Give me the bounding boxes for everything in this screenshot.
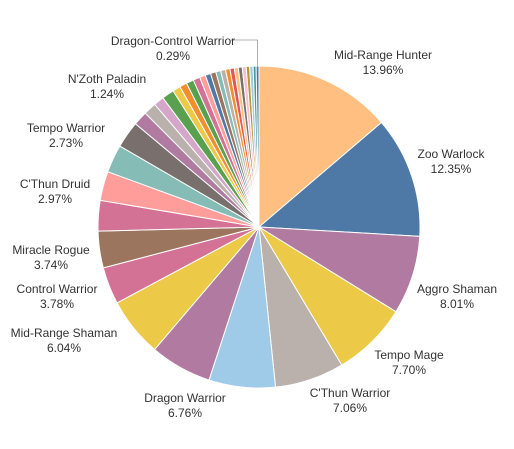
slice-label: N'Zoth Paladin 1.24%: [68, 72, 146, 101]
slice-label: Mid-Range Shaman 6.04%: [11, 326, 118, 355]
slice-label: Mid-Range Hunter 13.96%: [334, 48, 432, 77]
slice-label: Aggro Shaman 8.01%: [417, 282, 497, 311]
slice-labels: Mid-Range Hunter 13.96% Zoo Warlock 12.35% A…: [11, 34, 497, 420]
pie-slice-zoo-warlock[interactable]: [257, 121, 421, 237]
slice-label: Zoo Warlock 12.35%: [418, 147, 486, 176]
pie-slice-mid-range-hunter[interactable]: [258, 65, 383, 229]
pie-slices: [97, 65, 421, 389]
label-leader-lines: [231, 39, 259, 66]
slice-label: C'Thun Druid 2.97%: [20, 177, 90, 206]
slice-label: Dragon-Control Warrior 0.29%: [111, 34, 235, 63]
slice-label: Dragon Warrior 6.76%: [144, 391, 226, 420]
slice-label: Tempo Mage 7.70%: [374, 348, 444, 377]
pie-slice-dragon-control-warrior[interactable]: [255, 65, 260, 228]
slice-label: Tempo Warrior 2.73%: [27, 121, 105, 150]
slice-label: Miracle Rogue 3.74%: [12, 243, 90, 272]
leader-line: [231, 39, 259, 66]
slice-label: Control Warrior 3.78%: [17, 282, 98, 311]
slice-label: C'Thun Warrior 7.06%: [310, 386, 391, 415]
